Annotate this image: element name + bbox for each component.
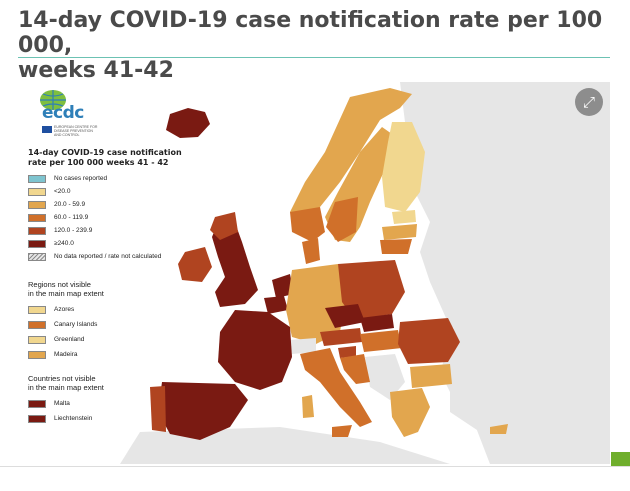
legend-swatch xyxy=(28,227,46,235)
regions-legend: Regions not visible in the main map exte… xyxy=(28,280,198,365)
fullscreen-button[interactable]: ⤢ xyxy=(575,88,603,116)
legend-item: 20.0 - 59.9 xyxy=(28,200,198,211)
legend-swatch xyxy=(28,306,46,314)
legend-item: Liechtenstein xyxy=(28,414,198,429)
sardinia xyxy=(302,395,314,418)
belgium xyxy=(264,296,288,314)
rate-legend: 14-day COVID-19 case notification rate p… xyxy=(28,148,198,265)
slide-title: 14-day COVID-19 case notification rate p… xyxy=(18,8,608,83)
title-line-2: weeks 41-42 xyxy=(18,58,174,83)
france xyxy=(218,310,292,390)
legend-swatch xyxy=(28,400,46,408)
germany xyxy=(286,264,346,344)
legend-swatch xyxy=(28,415,46,423)
legend-item: No data reported / rate not calculated xyxy=(28,252,198,263)
countries-legend: Countries not visible in the main map ex… xyxy=(28,374,198,429)
ecdc-logo-subtitle: EUROPEAN CENTRE FOR DISEASE PREVENTION A… xyxy=(54,125,98,137)
latvia xyxy=(382,224,417,240)
legend-item: 120.0 - 239.9 xyxy=(28,226,198,237)
europe-map[interactable] xyxy=(20,82,610,464)
legend-swatch xyxy=(28,201,46,209)
ecdc-globe-icon xyxy=(40,90,66,110)
balkans-non-eu xyxy=(365,354,405,400)
lithuania xyxy=(380,239,412,254)
legend-item: <20.0 xyxy=(28,187,198,198)
iceland xyxy=(166,108,210,138)
finland xyxy=(382,122,425,212)
legend-item: Greenland xyxy=(28,335,198,350)
legend-item: 60.0 - 119.9 xyxy=(28,213,198,224)
map-viewer[interactable]: ⤢ ecdc EUROPEAN CENTRE FOR DISEASE PREVE… xyxy=(20,82,610,464)
countries-legend-title: Countries not visible in the main map ex… xyxy=(28,374,104,392)
portugal xyxy=(150,386,166,432)
legend-item: Malta xyxy=(28,399,198,414)
russia-landmass xyxy=(400,82,610,464)
legend-item: Madeira xyxy=(28,350,198,365)
hungary xyxy=(360,330,402,352)
united-kingdom xyxy=(212,220,258,307)
ecdc-logo-text: ecdc xyxy=(42,103,84,123)
turkey-landmass xyxy=(450,372,610,442)
ecdc-logo: ecdc EUROPEAN CENTRE FOR DISEASE PREVENT… xyxy=(28,86,98,137)
croatia xyxy=(340,354,370,384)
czechia xyxy=(325,304,365,328)
legend-swatch xyxy=(28,240,46,248)
bulgaria xyxy=(410,364,452,388)
norway xyxy=(290,88,412,222)
spain xyxy=(158,382,248,440)
ukraine-landmass xyxy=(430,277,560,344)
netherlands xyxy=(272,274,294,298)
legend-swatch xyxy=(28,175,46,183)
legend-swatch-hatched xyxy=(28,253,46,261)
greece xyxy=(390,388,430,437)
cyprus xyxy=(490,424,508,434)
legend-swatch xyxy=(28,351,46,359)
austria xyxy=(320,328,362,346)
estonia xyxy=(392,210,416,224)
legend-item: Canary Islands xyxy=(28,320,198,335)
slovakia xyxy=(360,314,394,332)
romania xyxy=(398,318,460,364)
denmark xyxy=(302,238,320,264)
title-line-1: 14-day COVID-19 case notification rate p… xyxy=(18,8,603,58)
legend-swatch xyxy=(28,321,46,329)
slovenia xyxy=(338,346,356,358)
regions-legend-title: Regions not visible in the main map exte… xyxy=(28,280,104,298)
title-divider xyxy=(18,57,610,58)
legend-item: No cases reported xyxy=(28,174,198,185)
norway-south xyxy=(290,207,325,242)
legend-title: 14-day COVID-19 case notification rate p… xyxy=(28,148,182,167)
slide-accent-tab xyxy=(611,452,630,466)
scotland xyxy=(210,212,238,240)
sweden-south xyxy=(326,197,358,242)
expand-icon: ⤢ xyxy=(582,93,595,111)
footer-divider xyxy=(0,466,630,467)
eu-flag-icon xyxy=(42,126,52,133)
legend-item: Azores xyxy=(28,305,198,320)
italy xyxy=(300,348,372,427)
ireland xyxy=(178,247,212,282)
legend-swatch xyxy=(28,336,46,344)
legend-item: ≥240.0 xyxy=(28,239,198,250)
legend-swatch xyxy=(28,188,46,196)
sicily xyxy=(332,425,352,437)
switzerland xyxy=(290,338,316,354)
legend-swatch xyxy=(28,214,46,222)
